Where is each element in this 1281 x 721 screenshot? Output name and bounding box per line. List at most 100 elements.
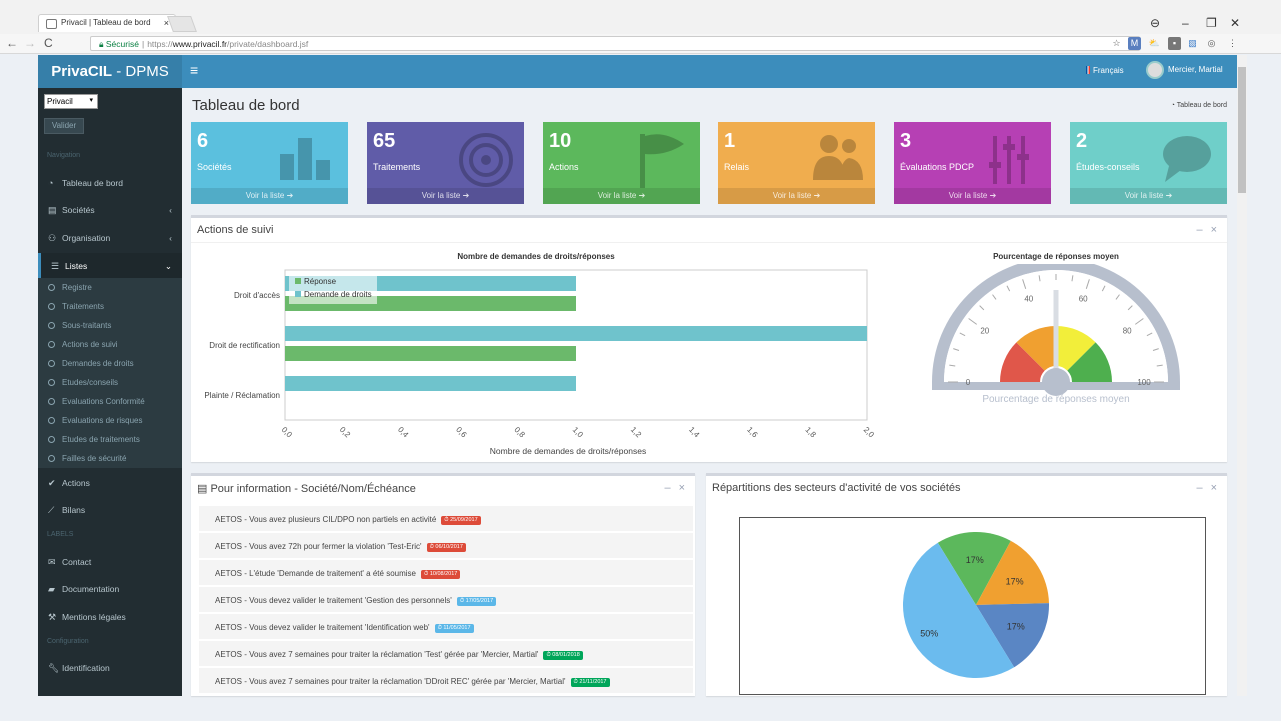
extension-icon[interactable]: ◎ (1207, 38, 1216, 48)
collapse-icon[interactable]: – (1196, 482, 1203, 494)
breadcrumb: ◔ Tableau de bord (1171, 102, 1227, 109)
submenu-label: Actions de suivi (62, 340, 118, 349)
submenu-item-failles-securite[interactable]: Failles de sécurité (48, 454, 126, 463)
submenu-item-actions-de-suivi[interactable]: Actions de suivi (48, 340, 118, 349)
sidebar-item-identification[interactable]: 🔧︎ Identification (38, 655, 182, 681)
box-title: Actions de suivi (197, 224, 274, 236)
submenu-item-evaluations-conformite[interactable]: Evaluations Conformité (48, 397, 145, 406)
target-icon (459, 133, 513, 187)
close-tab-icon[interactable]: × (163, 18, 169, 28)
info-row[interactable]: AETOS - Vous avez plusieurs CIL/DPO non … (199, 506, 693, 532)
validate-button[interactable]: Valider (44, 118, 84, 134)
info-row[interactable]: AETOS - Vous devez valider le traitement… (199, 587, 693, 613)
due-date-text: 17/05/2017 (465, 598, 494, 604)
due-date-badge: ⏱ 17/05/2017 (456, 597, 497, 606)
gauge-tick (1022, 279, 1027, 289)
browser-tab-title: Privacil | Tableau de bord (61, 18, 151, 27)
submenu-label: Demandes de droits (62, 359, 134, 368)
breadcrumb-item[interactable]: Tableau de bord (1176, 102, 1227, 109)
submenu-item-traitements[interactable]: Traitements (48, 302, 104, 311)
back-icon[interactable]: ← (6, 36, 18, 50)
due-date-text: 06/10/2017 (435, 544, 463, 550)
restore-icon[interactable]: ❐ (1206, 16, 1217, 30)
gauge-tick (968, 318, 978, 325)
sidebar-item-dashboard[interactable]: ◔ Tableau de bord (38, 170, 182, 196)
stat-link[interactable]: Voir la liste ➔ (1070, 188, 1227, 204)
sidebar-item-documentation[interactable]: ▰ Documentation (38, 576, 182, 602)
scrollbar-thumb[interactable] (1238, 67, 1246, 193)
close-icon[interactable]: × (1210, 224, 1217, 236)
clock-icon: ⏱ (459, 598, 466, 604)
collapse-icon[interactable]: – (1196, 224, 1203, 236)
pie-slice (976, 540, 1049, 605)
bar (285, 376, 576, 391)
extension-icon[interactable]: ▧ (1188, 38, 1197, 48)
stat-link[interactable]: Voir la liste ➔ (718, 188, 875, 204)
submenu-item-registre[interactable]: Registre (48, 283, 92, 292)
browser-tab[interactable]: Privacil | Tableau de bord × (38, 14, 176, 32)
url-input[interactable]: 🔒︎ Sécurisé | https://www.privacil.fr/priv… (90, 36, 1140, 51)
profile-icon[interactable]: ⊖ (1150, 16, 1161, 30)
language-selector[interactable]: Français (1086, 66, 1124, 75)
user-menu[interactable]: Mercier, Martial (1146, 61, 1223, 79)
circle-icon (48, 284, 55, 291)
close-icon[interactable]: × (1210, 482, 1217, 494)
sidebar-item-bilans[interactable]: ⟋ Bilans (38, 497, 182, 523)
stat-number: 3 (900, 130, 912, 152)
sidebar-item-listes[interactable]: ☰ Listes ⌄ (38, 253, 182, 279)
info-row[interactable]: AETOS - Vous avez 72h pour fermer la vio… (199, 533, 693, 559)
bar (285, 326, 867, 341)
menu-icon[interactable]: ⋮ (1228, 38, 1237, 48)
submenu-item-etudes-traitements[interactable]: Etudes de traitements (48, 435, 140, 444)
url-domain: www.privacil.fr (172, 39, 228, 49)
sidebar-item-actions[interactable]: ✔ Actions (38, 470, 182, 496)
reload-icon[interactable]: C (44, 36, 53, 50)
main-content: Tableau de bord ◔ Tableau de bord 6 Soci… (182, 88, 1237, 696)
company-select[interactable]: Privacil ▾ (44, 94, 98, 109)
sidebar-item-organisation[interactable]: ⚇ Organisation ‹ (38, 225, 182, 251)
info-row[interactable]: AETOS - Vous avez 7 semaines pour traite… (199, 668, 693, 694)
sidebar-item-contact[interactable]: ✉ Contact (38, 549, 182, 575)
due-date-badge: ⏱ 21/11/2017 (570, 678, 610, 687)
forward-icon[interactable]: → (24, 36, 36, 50)
window-close-icon[interactable]: ✕ (1230, 16, 1241, 30)
gauge-band (1067, 342, 1112, 382)
submenu-item-etudes-conseils[interactable]: Etudes/conseils (48, 378, 118, 387)
stat-link[interactable]: Voir la liste ➔ (367, 188, 524, 204)
page-scrollbar[interactable] (1237, 55, 1247, 696)
circle-icon (48, 341, 55, 348)
info-row[interactable]: AETOS - Vous avez 7 semaines pour traite… (199, 641, 693, 667)
app-logo[interactable]: PrivaCIL - DPMS (38, 55, 182, 88)
star-icon[interactable]: ☆ (1112, 38, 1121, 48)
stat-number: 6 (197, 130, 209, 152)
pie-label: 17% (1006, 576, 1024, 586)
category-label: Droit de rectification (209, 341, 280, 350)
collapse-icon[interactable]: – (664, 482, 671, 494)
stat-link[interactable]: Voir la liste ➔ (543, 188, 700, 204)
close-icon[interactable]: × (678, 482, 685, 494)
stat-link[interactable]: Voir la liste ➔ (894, 188, 1051, 204)
arrow-circle-right-icon: ➔ (286, 191, 294, 200)
info-row[interactable]: AETOS - L'étude 'Demande de traitement' … (199, 560, 693, 586)
gauge-tick (979, 305, 985, 311)
extension-icon[interactable]: ▪ (1168, 37, 1181, 50)
due-date-text: 11/05/2017 (443, 625, 471, 631)
sidebar-item-mentions-legales[interactable]: ⚒ Mentions légales (38, 604, 182, 630)
info-row[interactable]: AETOS - Vous devez valider le traitement… (199, 614, 693, 640)
submenu-item-sous-traitants[interactable]: Sous-traitants (48, 321, 111, 330)
new-tab-button[interactable] (167, 16, 197, 32)
gauge-tick-label: 100 (1137, 378, 1151, 387)
minimize-icon[interactable]: – (1182, 16, 1189, 30)
submenu-item-evaluations-risques[interactable]: Evaluations de risques (48, 416, 143, 425)
extension-icon[interactable]: ⛅ (1148, 38, 1161, 48)
due-date-text: 21/11/2017 (579, 679, 607, 685)
sidebar-item-societes[interactable]: ▤ Sociétés ‹ (38, 197, 182, 223)
extension-icon[interactable]: M (1128, 37, 1141, 50)
stat-link[interactable]: Voir la liste ➔ (191, 188, 348, 204)
sidebar-toggle-icon[interactable]: ≡ (190, 62, 199, 78)
submenu-item-demandes-de-droits[interactable]: Demandes de droits (48, 359, 134, 368)
requests-bar-chart: Droit d'accès Droit de rectification Plain… (204, 269, 876, 456)
box-title: ▤ Pour information - Société/Nom/Échéanc… (197, 482, 416, 495)
info-box: ▤ Pour information - Société/Nom/Échéanc… (191, 473, 695, 696)
x-tick-label: 0,4 (396, 425, 411, 440)
